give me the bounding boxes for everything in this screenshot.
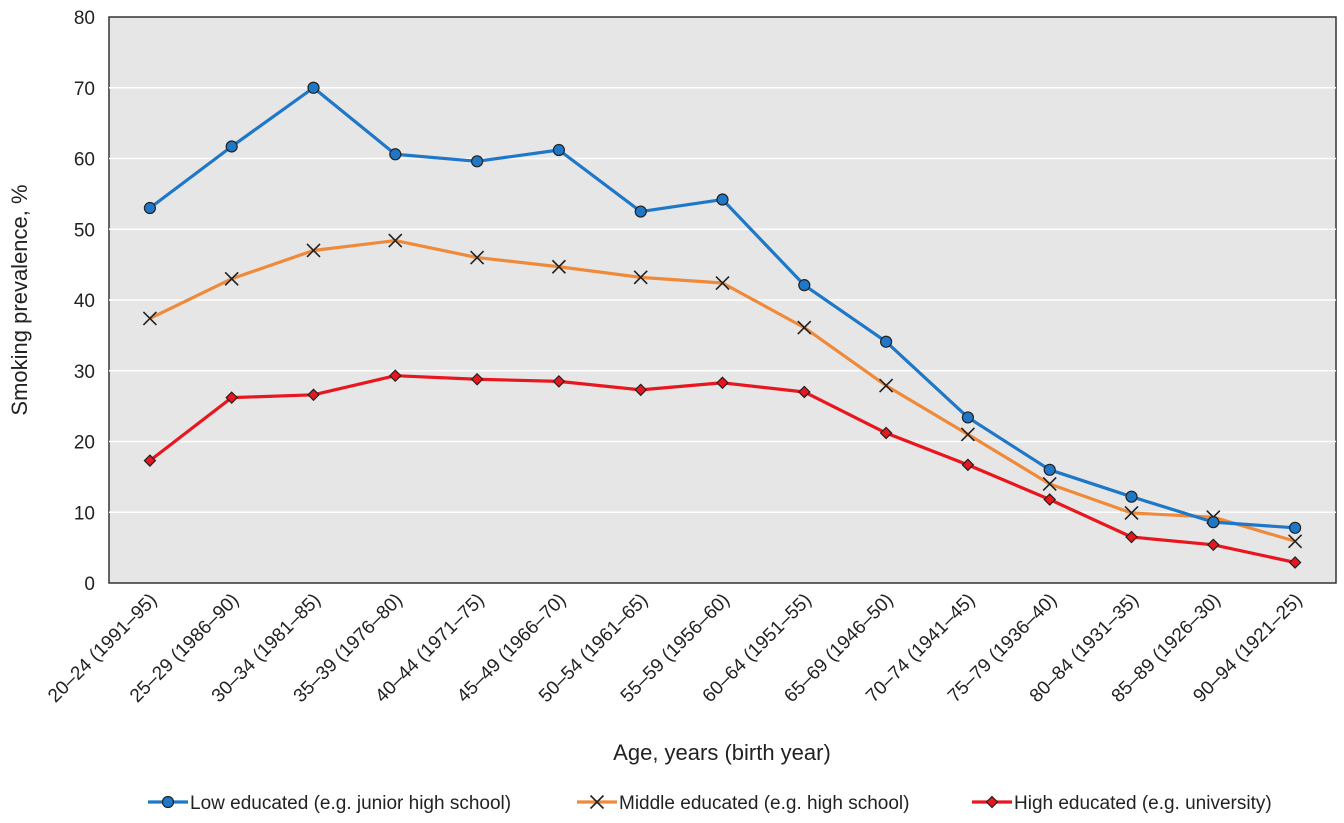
legend: Low educated (e.g. junior high school) Mi…	[148, 793, 1272, 814]
data-point	[716, 376, 729, 390]
data-point	[470, 250, 485, 265]
data-point	[1207, 516, 1220, 529]
data-point	[225, 140, 238, 153]
y-axis-ticks: 0 10 20 30 40 50 60 70 80	[74, 8, 95, 595]
data-point	[143, 454, 157, 467]
x-axis-title: Age, years (birth year)	[613, 740, 831, 765]
data-point	[634, 205, 647, 218]
data-point	[961, 458, 975, 472]
data-point	[879, 426, 893, 440]
data-point	[471, 155, 484, 168]
data-point	[1043, 463, 1056, 476]
data-point	[388, 369, 402, 383]
legend-item: Middle educated (e.g. high school)	[577, 793, 909, 814]
legend-label: High educated (e.g. university)	[1014, 793, 1272, 814]
x-marker-stroke	[1042, 476, 1057, 492]
legend-marker	[589, 794, 605, 810]
data-point	[716, 193, 729, 206]
x-marker-stroke	[388, 233, 403, 248]
y-tick-label: 10	[74, 503, 95, 524]
y-tick-label: 20	[74, 433, 95, 454]
y-tick-label: 70	[74, 79, 95, 100]
legend-label: Middle educated (e.g. high school)	[619, 793, 909, 814]
data-point	[307, 81, 320, 94]
x-marker-stroke	[633, 270, 648, 285]
x-marker-stroke	[470, 250, 485, 265]
data-point	[1124, 505, 1139, 521]
y-tick-label: 60	[74, 150, 95, 171]
data-point	[142, 311, 157, 326]
data-point	[224, 271, 239, 286]
data-point	[1206, 538, 1220, 552]
data-point	[960, 427, 975, 442]
x-marker-stroke	[797, 320, 812, 335]
y-tick-label: 50	[74, 220, 95, 241]
y-axis-title: Smoking prevalence, %	[7, 184, 32, 415]
series-group	[142, 81, 1303, 569]
x-marker-stroke	[142, 311, 157, 326]
x-axis-ticks: 20–24 (1991–95)25–29 (1986–90)30–34 (198…	[44, 590, 1306, 707]
series-0	[143, 81, 1302, 534]
x-marker-stroke	[224, 271, 239, 286]
data-point	[879, 335, 893, 348]
data-point	[1288, 534, 1303, 549]
data-point	[797, 320, 812, 335]
data-point	[143, 201, 156, 215]
data-point	[388, 233, 403, 248]
data-point	[1043, 493, 1057, 506]
legend-marker	[985, 795, 999, 809]
data-point	[551, 259, 566, 274]
data-point	[961, 411, 975, 424]
legend-item: Low educated (e.g. junior high school)	[148, 793, 511, 814]
legend-marker	[161, 795, 175, 809]
data-point	[306, 243, 321, 258]
data-point	[1288, 521, 1302, 534]
x-marker-stroke	[306, 243, 321, 258]
data-point	[225, 391, 239, 404]
x-marker-stroke	[551, 259, 566, 274]
x-marker-stroke	[715, 275, 730, 291]
legend-label: Low educated (e.g. junior high school)	[190, 793, 511, 814]
data-point	[552, 375, 566, 388]
data-point	[470, 372, 484, 386]
y-tick-label: 0	[84, 574, 95, 595]
data-point	[879, 378, 894, 393]
data-point	[552, 143, 566, 157]
data-point	[1288, 556, 1302, 569]
data-point	[797, 385, 811, 399]
data-point	[1125, 530, 1138, 544]
legend-item: High educated (e.g. university)	[972, 793, 1272, 814]
y-tick-label: 80	[74, 8, 95, 29]
data-point	[633, 270, 648, 285]
data-point	[1125, 490, 1138, 503]
series-2	[143, 369, 1302, 569]
data-point	[715, 275, 730, 291]
data-point	[389, 148, 402, 161]
data-point	[634, 383, 648, 397]
y-tick-label: 40	[74, 291, 95, 312]
y-tick-label: 30	[74, 362, 95, 383]
data-point	[798, 279, 811, 292]
data-point	[1042, 476, 1057, 492]
x-marker-stroke	[1288, 534, 1303, 549]
x-marker-stroke	[589, 794, 605, 810]
x-marker-stroke	[960, 427, 975, 442]
data-point	[307, 388, 320, 402]
x-marker-stroke	[1124, 505, 1139, 521]
x-marker-stroke	[879, 378, 894, 393]
